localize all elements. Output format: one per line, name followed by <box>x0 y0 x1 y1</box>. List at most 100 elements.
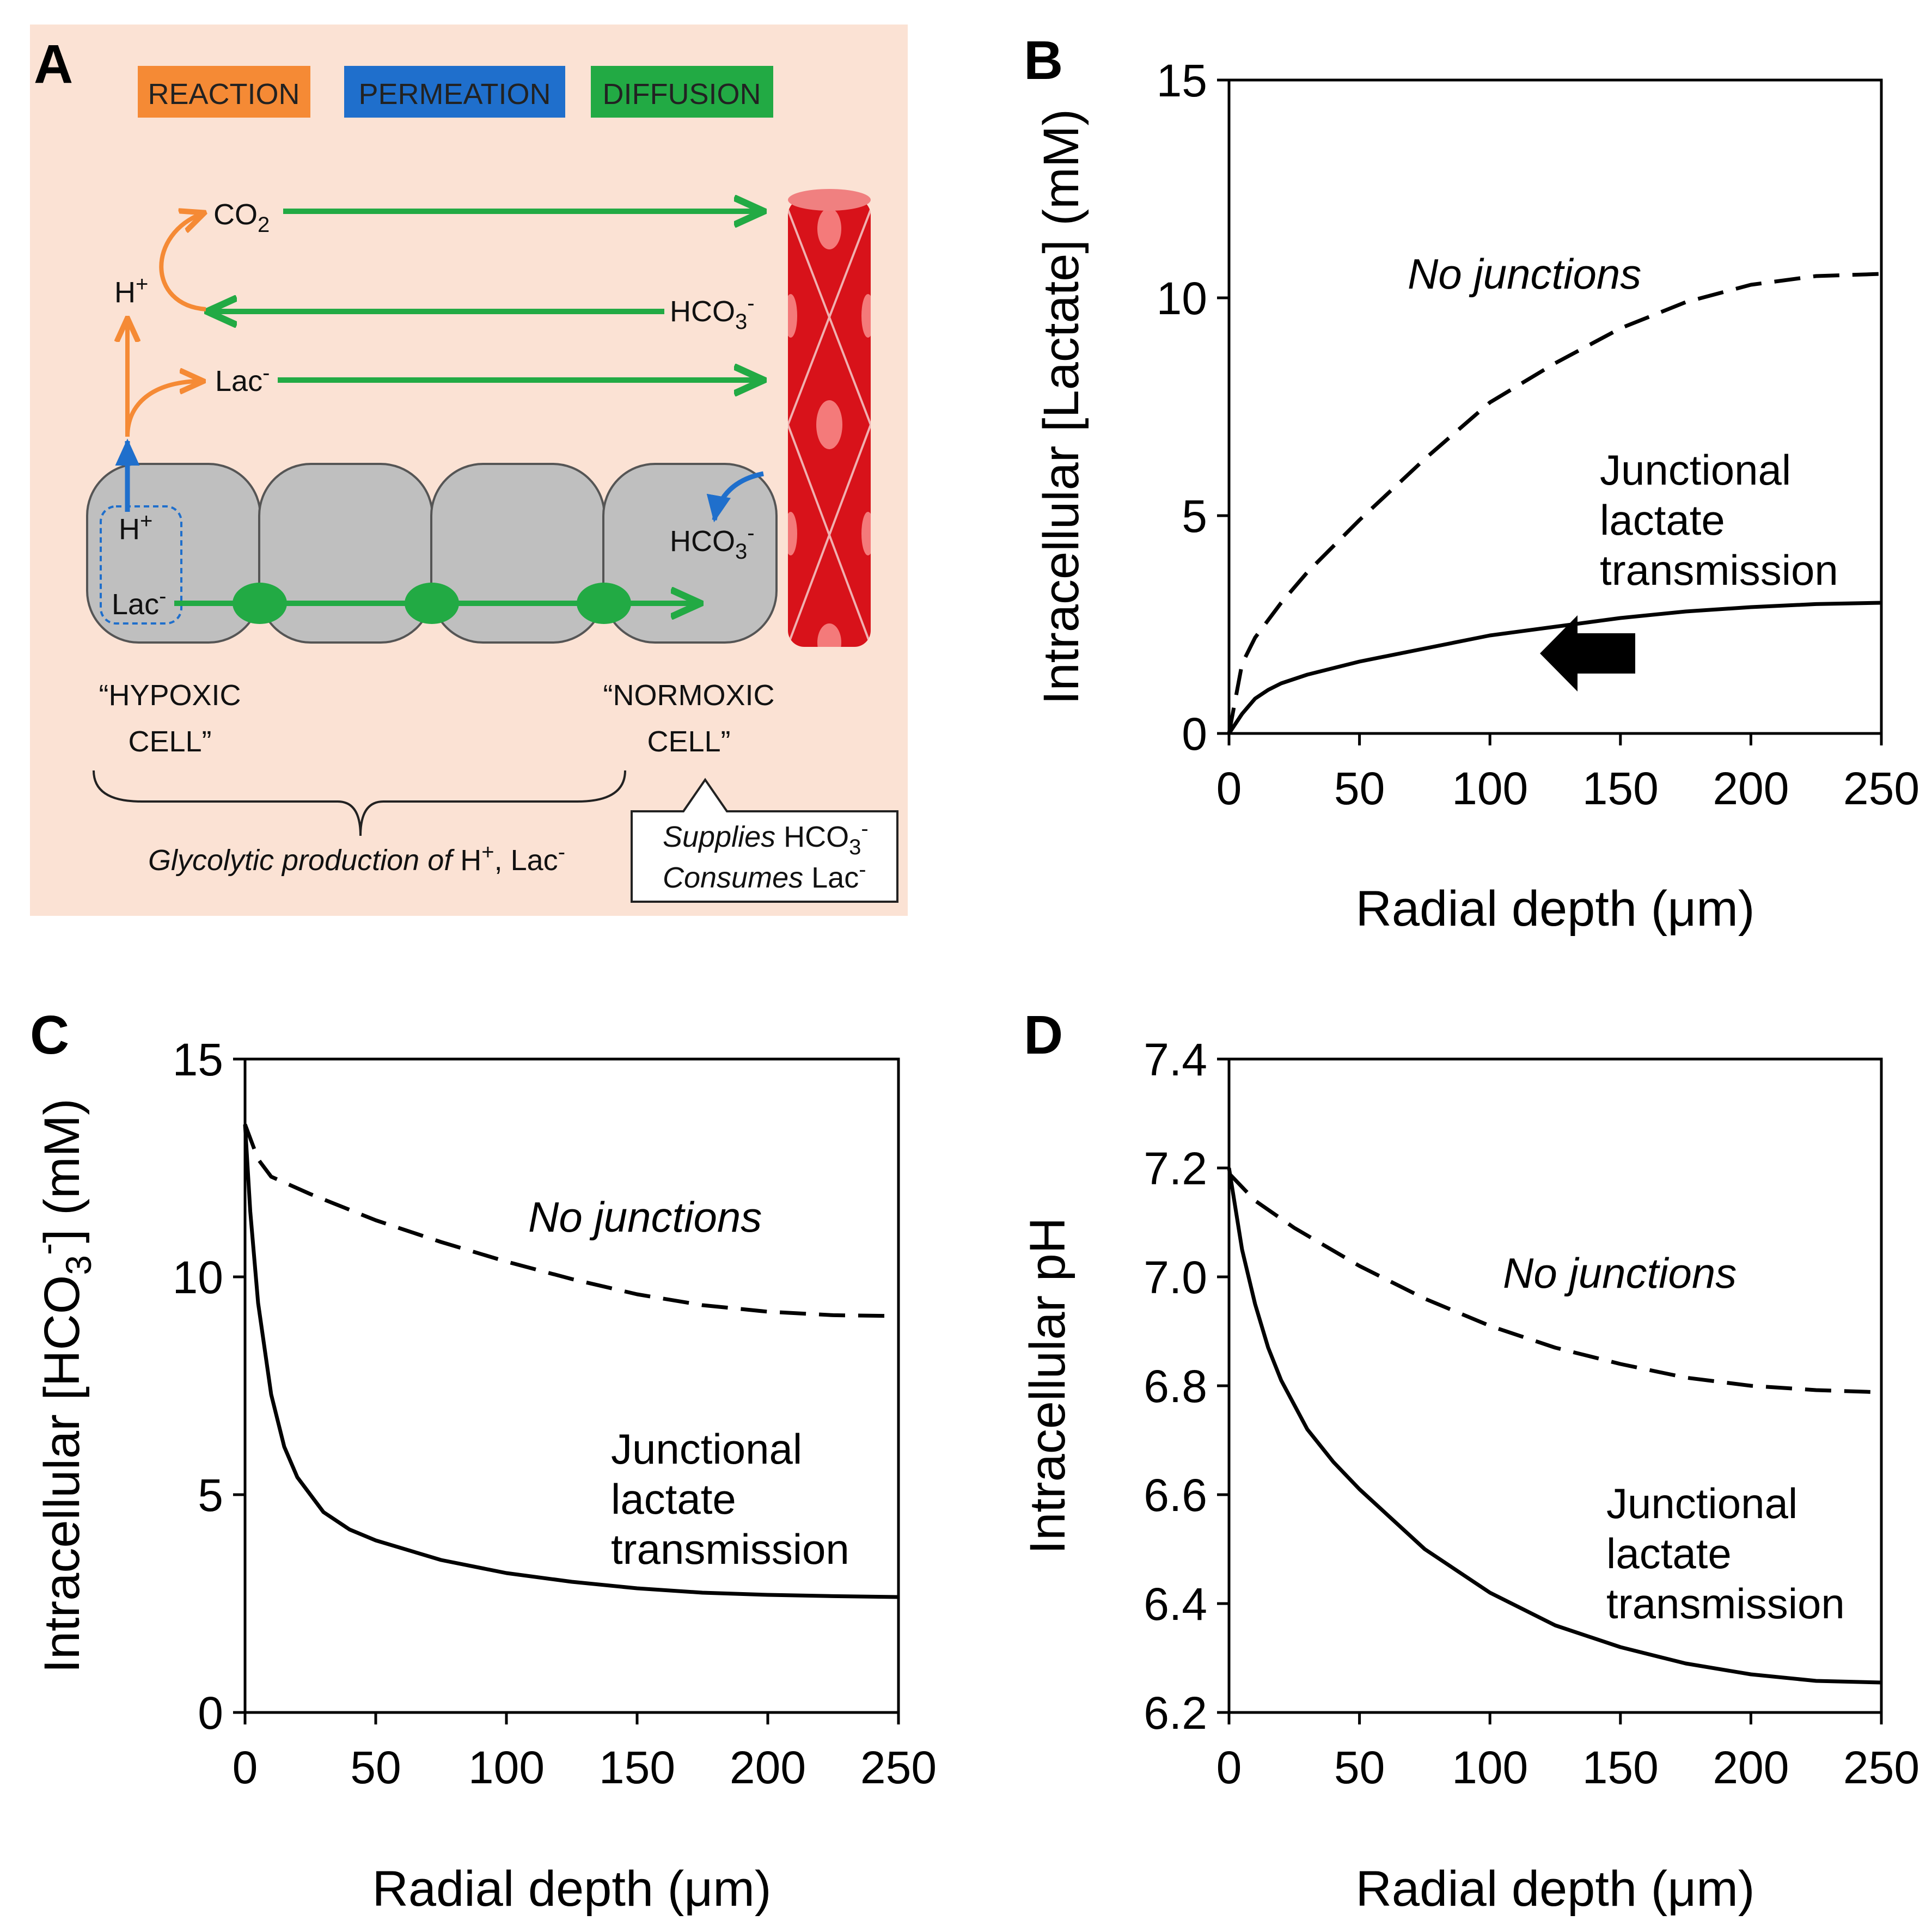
hypoxic-cell-label: “HYPOXIC <box>99 679 241 712</box>
chart-b-label-no-junctions: No junctions <box>1408 250 1641 298</box>
chart-d-ytick-label: 7.0 <box>1144 1252 1207 1303</box>
chart-b-label-junctional-1: Junctional <box>1600 446 1791 494</box>
chart-b-xtick-label: 50 <box>1334 763 1385 814</box>
chart-b-ytick-label: 5 <box>1182 491 1207 542</box>
panel-b: B 0 50 100 150 200 250 0 5 10 15 Intracellular [L… <box>1024 30 1919 937</box>
glycolysis-caption: Glycolytic production of H+, Lac- <box>148 840 565 877</box>
chart-d-label-junctional-1: Junctional <box>1606 1479 1798 1527</box>
legend-permeation-label: PERMEATION <box>358 78 551 111</box>
chart-c-xtick-label: 100 <box>468 1742 545 1793</box>
chart-b-xtick-label: 0 <box>1216 763 1242 814</box>
hco3-permeation-arrow <box>706 471 764 523</box>
cell-row <box>86 463 778 644</box>
chart-b-ytick-label: 10 <box>1157 273 1207 324</box>
plot-b-frame <box>1227 78 1883 735</box>
chart-d-label-junctional-3: transmission <box>1606 1580 1845 1628</box>
chart-b-xtick-label: 150 <box>1582 763 1659 814</box>
chart-d-xtick-label: 50 <box>1334 1742 1385 1793</box>
chart-b-marks: 0 50 100 150 200 250 0 5 10 15 <box>1157 55 1920 814</box>
chart-b-label-junctional-2: lactate <box>1600 496 1725 544</box>
cell-2 <box>258 463 433 644</box>
chart-c-ylabel: Intracellular [HCO3-] (mM) <box>27 1098 99 1673</box>
chart-c-xtick-label: 0 <box>233 1742 258 1793</box>
label-lac-cell: Lac- <box>112 584 166 621</box>
chart-c-xlabel: Radial depth (μm) <box>372 1861 771 1917</box>
panel-a-letter: A <box>34 34 73 95</box>
chart-c-label-junctional-3: transmission <box>611 1525 849 1573</box>
chart-c-ytick-label: 5 <box>198 1470 223 1521</box>
chart-d-xtick-label: 200 <box>1713 1742 1789 1793</box>
chart-c-marks: 0 50 100 150 200 250 0 5 10 15 <box>173 1034 937 1793</box>
chart-d-series-junctional <box>1227 1167 1882 1685</box>
label-h-plus-cell: H+ <box>119 509 152 546</box>
label-co2: CO2 <box>213 198 270 237</box>
chart-c-ytick-label: 15 <box>173 1034 223 1085</box>
label-hco3-top: HCO3- <box>670 291 755 334</box>
callout-line-1: Supplies HCO3- <box>663 817 869 859</box>
chart-d-xtick-label: 150 <box>1582 1742 1659 1793</box>
legend-reaction-label: REACTION <box>148 78 299 111</box>
chart-c-xtick-label: 50 <box>350 1742 401 1793</box>
cell-3 <box>430 463 606 644</box>
chart-d-ytick-label: 6.6 <box>1144 1470 1207 1521</box>
panel-c: C 0 50 100 150 200 250 0 5 10 15 Intracellular [H… <box>27 1005 937 1917</box>
hypoxic-cell-label-2: CELL” <box>128 725 211 758</box>
lac-reaction-arrow <box>125 381 201 437</box>
chart-b-ytick-label: 15 <box>1157 55 1207 106</box>
plot-c-frame <box>243 1057 900 1714</box>
cell-normoxic <box>602 463 778 644</box>
panel-d: D 0 50 100 150 200 250 6.2 6.4 6.6 6.8 7.0 7.2 7.4 I… <box>1020 1005 1919 1917</box>
chart-d-ylabel: Intracellular pH <box>1020 1218 1075 1555</box>
legend-reaction-swatch <box>138 66 310 118</box>
glycolysis-brace <box>93 770 626 836</box>
chart-c-xtick-label: 200 <box>730 1742 806 1793</box>
chart-d-ytick-label: 6.2 <box>1144 1687 1207 1739</box>
chart-c-xtick-label: 150 <box>599 1742 675 1793</box>
chart-b-xlabel: Radial depth (μm) <box>1355 881 1754 937</box>
chart-d-ytick-label: 6.4 <box>1144 1579 1207 1630</box>
label-lac-top: Lac- <box>215 361 270 397</box>
chart-c-xtick-label: 250 <box>860 1742 937 1793</box>
label-h-plus-top: H+ <box>114 272 148 309</box>
chart-b-xtick-label: 100 <box>1452 763 1528 814</box>
h-to-co2-reaction-arrow <box>159 213 206 311</box>
blood-vessel <box>788 189 871 647</box>
chart-b-xtick-label: 200 <box>1713 763 1789 814</box>
chart-d-xlabel: Radial depth (μm) <box>1355 1861 1754 1917</box>
panel-c-letter: C <box>30 1005 69 1066</box>
callout-line-2: Consumes Lac- <box>663 858 866 894</box>
chart-d-label-junctional-2: lactate <box>1606 1530 1732 1577</box>
chart-c-series-junctional <box>243 1124 899 1599</box>
normoxic-cell-label-2: CELL” <box>647 725 730 758</box>
legend-permeation-swatch <box>344 66 565 118</box>
chart-d-series-no-junctions <box>1227 1172 1882 1394</box>
chart-d-marks: 0 50 100 150 200 250 6.2 6.4 6.6 6.8 7.0 7.2 7.4 <box>1144 1034 1919 1793</box>
chart-c-label-no-junctions: No junctions <box>528 1193 762 1241</box>
chart-d-xtick-label: 250 <box>1843 1742 1919 1793</box>
chart-d-xtick-label: 0 <box>1216 1742 1242 1793</box>
chart-c-ytick-label: 10 <box>173 1252 223 1303</box>
chart-b-xtick-label: 250 <box>1843 763 1919 814</box>
normoxic-cell-label: “NORMOXIC <box>603 679 775 712</box>
panel-d-letter: D <box>1024 1005 1063 1066</box>
chart-d-ytick-label: 7.2 <box>1144 1143 1207 1194</box>
chart-c-ytick-label: 0 <box>198 1687 223 1739</box>
legend-diffusion-swatch <box>591 66 773 118</box>
chart-b-ylabel: Intracellular [Lactate] (mM) <box>1034 109 1089 705</box>
chart-c-label-junctional-1: Junctional <box>611 1425 802 1473</box>
chart-d-xtick-label: 100 <box>1452 1742 1528 1793</box>
chart-c-series-no-junctions <box>243 1123 899 1318</box>
chart-b-highlight-arrow <box>1540 615 1635 692</box>
chart-b-label-junctional-3: transmission <box>1600 546 1838 594</box>
legend-diffusion-label: DIFFUSION <box>603 78 761 111</box>
chart-d-label-no-junctions: No junctions <box>1503 1249 1737 1297</box>
chart-c-label-junctional-2: lactate <box>611 1475 736 1523</box>
chart-d-ytick-label: 7.4 <box>1144 1034 1207 1085</box>
panel-b-letter: B <box>1024 30 1063 91</box>
chart-b-series-junctional <box>1227 601 1882 735</box>
normoxic-callout-box <box>631 778 898 903</box>
chart-d-ytick-label: 6.8 <box>1144 1361 1207 1412</box>
panel-a: A REACTION PERMEATION DIFFUSION <box>30 25 908 916</box>
chart-b-ytick-label: 0 <box>1182 708 1207 760</box>
